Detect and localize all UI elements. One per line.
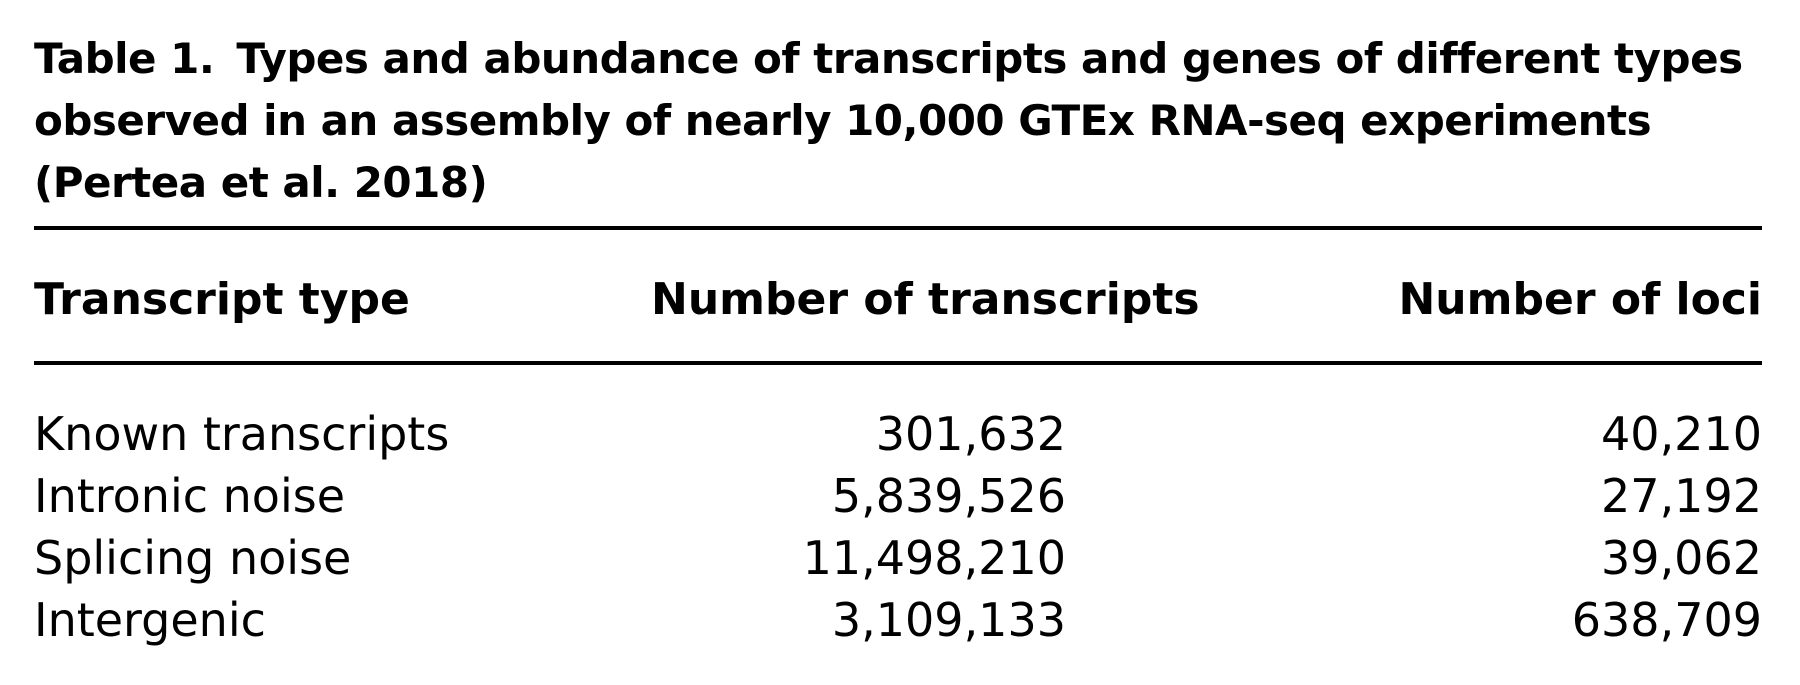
table-cell: 301,632 bbox=[875, 407, 1066, 461]
table-cell: 638,709 bbox=[1571, 593, 1762, 647]
row-label: Splicing noise bbox=[34, 531, 352, 585]
column-header: Transcript type bbox=[34, 274, 410, 325]
table-cell: 3,109,133 bbox=[831, 593, 1066, 647]
row-label: Intergenic bbox=[34, 593, 266, 647]
table-cell: 40,210 bbox=[1601, 407, 1762, 461]
table-cell: 39,062 bbox=[1601, 531, 1762, 585]
column-header: Number of loci bbox=[1398, 274, 1762, 325]
header-rule bbox=[34, 361, 1762, 365]
top-rule bbox=[34, 226, 1762, 230]
table-cell: 27,192 bbox=[1601, 469, 1762, 523]
table-label: Table 1. bbox=[34, 34, 215, 83]
table-cell: 11,498,210 bbox=[802, 531, 1066, 585]
row-label: Intronic noise bbox=[34, 469, 345, 523]
column-header: Number of transcripts bbox=[651, 274, 1200, 325]
caption-text: Types and abundance of transcripts and g… bbox=[34, 34, 1743, 207]
table-caption: Table 1. Types and abundance of transcrip… bbox=[34, 28, 1764, 214]
row-label: Known transcripts bbox=[34, 407, 450, 461]
table-cell: 5,839,526 bbox=[831, 469, 1066, 523]
